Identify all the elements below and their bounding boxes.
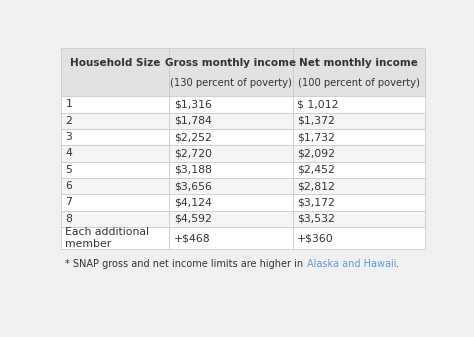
Bar xyxy=(61,48,170,96)
Text: 5: 5 xyxy=(65,165,73,175)
Bar xyxy=(292,178,425,194)
Text: Each additional
member: Each additional member xyxy=(65,227,149,249)
Text: Household Size: Household Size xyxy=(70,58,161,68)
Text: 4: 4 xyxy=(65,148,73,158)
Bar xyxy=(292,194,425,211)
Text: (130 percent of poverty): (130 percent of poverty) xyxy=(170,78,292,88)
Text: Gross monthly income: Gross monthly income xyxy=(165,58,297,68)
Text: $1,372: $1,372 xyxy=(297,116,335,126)
Text: Net monthly income: Net monthly income xyxy=(299,58,418,68)
Bar xyxy=(61,178,170,194)
Text: $2,092: $2,092 xyxy=(297,148,335,158)
Text: $1,316: $1,316 xyxy=(174,99,212,110)
Text: 2: 2 xyxy=(65,116,73,126)
Bar xyxy=(169,145,292,162)
Bar xyxy=(61,96,170,113)
Text: 7: 7 xyxy=(65,197,73,208)
Text: 3: 3 xyxy=(65,132,73,142)
Bar xyxy=(61,227,170,249)
Bar xyxy=(292,145,425,162)
Text: (100 percent of poverty): (100 percent of poverty) xyxy=(298,78,419,88)
Text: $4,592: $4,592 xyxy=(174,214,212,224)
Bar xyxy=(292,227,425,249)
Bar xyxy=(61,129,170,145)
Bar xyxy=(61,194,170,211)
Bar xyxy=(169,113,292,129)
Text: $2,452: $2,452 xyxy=(297,165,335,175)
Bar xyxy=(169,96,292,113)
Bar xyxy=(169,211,292,227)
Bar xyxy=(292,96,425,113)
Bar xyxy=(169,178,292,194)
Bar xyxy=(292,211,425,227)
Bar xyxy=(292,129,425,145)
Text: $3,188: $3,188 xyxy=(174,165,212,175)
Text: $3,172: $3,172 xyxy=(297,197,335,208)
Text: $3,656: $3,656 xyxy=(174,181,212,191)
Text: $2,252: $2,252 xyxy=(174,132,212,142)
Bar xyxy=(61,113,170,129)
Text: +$468: +$468 xyxy=(174,233,210,243)
Text: .: . xyxy=(396,259,399,270)
Bar xyxy=(61,162,170,178)
Text: 8: 8 xyxy=(65,214,73,224)
Bar xyxy=(169,227,292,249)
Text: 1: 1 xyxy=(65,99,73,110)
Bar xyxy=(292,48,425,96)
Text: 6: 6 xyxy=(65,181,73,191)
Text: Alaska and Hawaii: Alaska and Hawaii xyxy=(307,259,396,270)
Bar xyxy=(169,129,292,145)
Bar xyxy=(169,194,292,211)
Text: +$360: +$360 xyxy=(297,233,334,243)
Bar xyxy=(61,145,170,162)
Text: $2,812: $2,812 xyxy=(297,181,335,191)
Bar xyxy=(61,211,170,227)
Bar xyxy=(169,162,292,178)
Bar xyxy=(61,48,425,96)
Bar xyxy=(292,162,425,178)
Text: $4,124: $4,124 xyxy=(174,197,212,208)
Text: $1,784: $1,784 xyxy=(174,116,212,126)
Bar xyxy=(169,48,292,96)
Text: $3,532: $3,532 xyxy=(297,214,335,224)
Text: $ 1,012: $ 1,012 xyxy=(297,99,338,110)
Bar xyxy=(292,113,425,129)
Text: $1,732: $1,732 xyxy=(297,132,335,142)
Text: * SNAP gross and net income limits are higher in: * SNAP gross and net income limits are h… xyxy=(65,259,307,270)
Text: $2,720: $2,720 xyxy=(174,148,212,158)
